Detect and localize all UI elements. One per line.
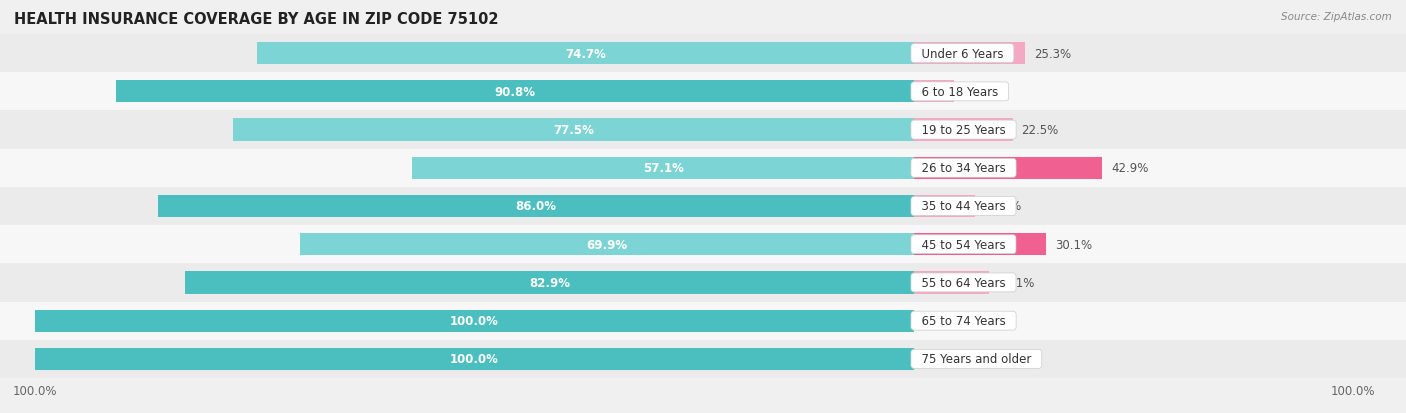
- Bar: [35, 348, 914, 370]
- Text: HEALTH INSURANCE COVERAGE BY AGE IN ZIP CODE 75102: HEALTH INSURANCE COVERAGE BY AGE IN ZIP …: [14, 12, 499, 27]
- Bar: [233, 119, 914, 141]
- Text: 90.8%: 90.8%: [495, 85, 536, 99]
- Text: 0.0%: 0.0%: [922, 314, 952, 328]
- Bar: [35, 310, 914, 332]
- Text: Under 6 Years: Under 6 Years: [914, 47, 1011, 60]
- Text: 65 to 74 Years: 65 to 74 Years: [914, 314, 1014, 328]
- Text: 100.0%: 100.0%: [450, 353, 499, 366]
- Bar: [0, 263, 1406, 302]
- Bar: [914, 272, 988, 294]
- Text: Source: ZipAtlas.com: Source: ZipAtlas.com: [1281, 12, 1392, 22]
- Text: 30.1%: 30.1%: [1054, 238, 1092, 251]
- Text: 100.0%: 100.0%: [450, 314, 499, 328]
- Text: 77.5%: 77.5%: [553, 124, 593, 137]
- Text: 69.9%: 69.9%: [586, 238, 627, 251]
- Text: 26 to 34 Years: 26 to 34 Years: [914, 162, 1014, 175]
- Bar: [157, 195, 914, 218]
- Text: 35 to 44 Years: 35 to 44 Years: [914, 200, 1014, 213]
- Text: 86.0%: 86.0%: [516, 200, 557, 213]
- Text: 75 Years and older: 75 Years and older: [914, 353, 1039, 366]
- Text: 45 to 54 Years: 45 to 54 Years: [914, 238, 1014, 251]
- Bar: [914, 119, 1012, 141]
- Bar: [0, 340, 1406, 378]
- Bar: [0, 225, 1406, 263]
- Text: 14.0%: 14.0%: [984, 200, 1021, 213]
- Bar: [0, 35, 1406, 73]
- Text: 74.7%: 74.7%: [565, 47, 606, 60]
- Text: 55 to 64 Years: 55 to 64 Years: [914, 276, 1014, 289]
- Bar: [115, 81, 914, 103]
- Bar: [914, 195, 976, 218]
- Text: 22.5%: 22.5%: [1022, 124, 1059, 137]
- Text: 82.9%: 82.9%: [529, 276, 571, 289]
- Bar: [0, 150, 1406, 188]
- Text: 9.2%: 9.2%: [963, 85, 993, 99]
- Text: 25.3%: 25.3%: [1033, 47, 1071, 60]
- Text: 42.9%: 42.9%: [1111, 162, 1149, 175]
- Bar: [914, 234, 1046, 256]
- Bar: [914, 157, 1102, 179]
- Text: 19 to 25 Years: 19 to 25 Years: [914, 124, 1014, 137]
- Bar: [914, 81, 955, 103]
- Bar: [914, 43, 1025, 65]
- Text: 6 to 18 Years: 6 to 18 Years: [914, 85, 1005, 99]
- Bar: [0, 111, 1406, 150]
- Bar: [412, 157, 914, 179]
- Bar: [186, 272, 914, 294]
- Text: 0.0%: 0.0%: [922, 353, 952, 366]
- Text: 57.1%: 57.1%: [643, 162, 683, 175]
- Bar: [0, 73, 1406, 111]
- Text: 17.1%: 17.1%: [998, 276, 1035, 289]
- Bar: [299, 234, 914, 256]
- Bar: [257, 43, 914, 65]
- Bar: [0, 188, 1406, 225]
- Bar: [0, 302, 1406, 340]
